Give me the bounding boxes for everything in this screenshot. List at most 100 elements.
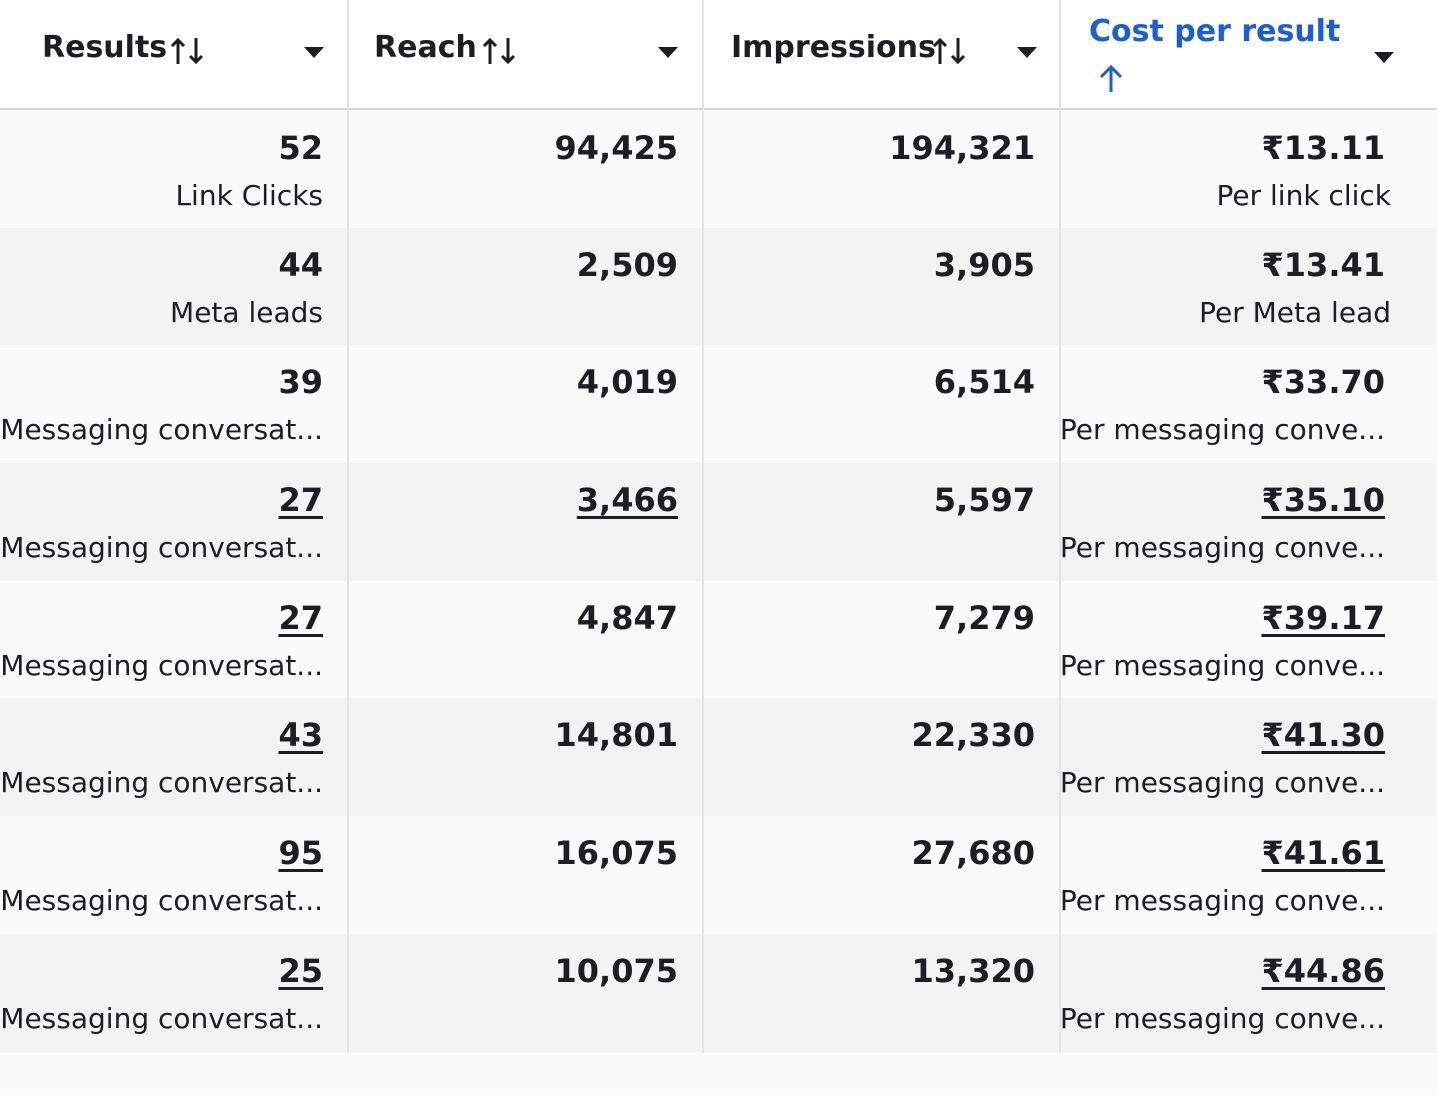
result-type: Meta leads bbox=[170, 296, 323, 329]
result-value: 44 bbox=[278, 246, 323, 284]
cost-type: Per Meta lead bbox=[1199, 296, 1391, 329]
table-cell: 4,847 bbox=[349, 581, 704, 698]
impressions-value: 3,905 bbox=[933, 246, 1035, 284]
reach-value: 16,075 bbox=[554, 834, 678, 872]
table-cell: ₹13.11 Per link click bbox=[1061, 111, 1437, 228]
impressions-value: 194,321 bbox=[889, 129, 1035, 167]
table-row: 27 Messaging conversat... 4,847 7,279 ₹39.17… bbox=[0, 581, 1437, 698]
table-cell: ₹44.86 Per messaging conve... bbox=[1059, 934, 1437, 1053]
cost-type: Per messaging conve... bbox=[1059, 413, 1385, 446]
reach-value: 4,019 bbox=[576, 363, 678, 401]
dropdown-icon[interactable] bbox=[1373, 51, 1395, 65]
header-cell[interactable]: Cost per result bbox=[1061, 0, 1437, 110]
table-row: 27 Messaging conversat... 3,466 5,597 ₹35.10… bbox=[0, 463, 1437, 581]
column-title[interactable]: Results bbox=[42, 30, 168, 65]
result-value: 52 bbox=[278, 129, 323, 167]
table-cell: ₹39.17 Per messaging conve... bbox=[1059, 581, 1437, 698]
table-cell: 27,680 bbox=[704, 816, 1061, 934]
table-cell: 14,801 bbox=[349, 698, 704, 816]
table-cell: 52 Link Clicks bbox=[0, 111, 349, 228]
table-row: 44 Meta leads 2,509 3,905 ₹13.41 Per Meta lea… bbox=[0, 228, 1437, 345]
table-cell: ₹13.41 Per Meta lead bbox=[1061, 228, 1437, 345]
sort-asc-icon[interactable] bbox=[1099, 64, 1123, 94]
reach-value: 4,847 bbox=[576, 599, 678, 637]
reach-value: 2,509 bbox=[576, 246, 678, 284]
result-type: Messaging conversat... bbox=[0, 884, 323, 917]
sort-icon[interactable] bbox=[932, 36, 972, 66]
table-cell: 44 Meta leads bbox=[0, 228, 349, 345]
cost-type: Per messaging conve... bbox=[1059, 649, 1385, 682]
cost-value[interactable]: ₹41.30 bbox=[1261, 716, 1385, 754]
cost-value: ₹13.41 bbox=[1261, 246, 1385, 284]
table-cell: 22,330 bbox=[704, 698, 1061, 816]
table-cell: 16,075 bbox=[349, 816, 704, 934]
table-cell: 13,320 bbox=[704, 934, 1061, 1053]
column-title[interactable]: Impressions bbox=[731, 30, 936, 65]
impressions-value: 5,597 bbox=[933, 481, 1035, 519]
impressions-value: 13,320 bbox=[911, 952, 1035, 990]
table-cell: 43 Messaging conversat... bbox=[0, 698, 349, 816]
result-value[interactable]: 43 bbox=[278, 716, 323, 754]
result-value[interactable]: 27 bbox=[278, 481, 323, 519]
reach-value: 94,425 bbox=[554, 129, 678, 167]
cost-value: ₹33.70 bbox=[1261, 363, 1385, 401]
cost-value[interactable]: ₹35.10 bbox=[1261, 481, 1385, 519]
sort-icon[interactable] bbox=[170, 36, 210, 66]
dropdown-icon[interactable] bbox=[657, 46, 679, 60]
impressions-value: 27,680 bbox=[911, 834, 1035, 872]
table-cell: 5,597 bbox=[704, 463, 1061, 581]
dropdown-icon[interactable] bbox=[1016, 46, 1038, 60]
result-value: 39 bbox=[278, 363, 323, 401]
table-row: 95 Messaging conversat... 16,075 27,680 ₹41.… bbox=[0, 816, 1437, 934]
column-title[interactable]: Cost per result bbox=[1089, 14, 1341, 49]
reach-value: 14,801 bbox=[554, 716, 678, 754]
table-cell: ₹41.61 Per messaging conve... bbox=[1059, 816, 1437, 934]
table-row: 25 Messaging conversat... 10,075 13,320 ₹44.… bbox=[0, 934, 1437, 1053]
result-type: Messaging conversat... bbox=[0, 531, 323, 564]
impressions-value: 7,279 bbox=[933, 599, 1035, 637]
table-cell: 94,425 bbox=[349, 111, 704, 228]
table-cell: 2,509 bbox=[349, 228, 704, 345]
result-value[interactable]: 27 bbox=[278, 599, 323, 637]
cost-type: Per messaging conve... bbox=[1059, 884, 1385, 917]
result-value[interactable]: 25 bbox=[278, 952, 323, 990]
table-cell: ₹33.70 Per messaging conve... bbox=[1059, 345, 1437, 463]
table-cell: 25 Messaging conversat... bbox=[0, 934, 349, 1053]
reach-value[interactable]: 3,466 bbox=[576, 481, 678, 519]
table-cell: 3,466 bbox=[349, 463, 704, 581]
header-cell[interactable]: Reach bbox=[349, 0, 704, 110]
table-cell: ₹41.30 Per messaging conve... bbox=[1059, 698, 1437, 816]
table-cell: 95 Messaging conversat... bbox=[0, 816, 349, 934]
table-cell: 194,321 bbox=[704, 111, 1061, 228]
table-cell: 27 Messaging conversat... bbox=[0, 463, 349, 581]
result-type: Messaging conversat... bbox=[0, 1002, 323, 1035]
cost-value[interactable]: ₹41.61 bbox=[1261, 834, 1385, 872]
cost-type: Per link click bbox=[1216, 179, 1391, 212]
table-cell: 27 Messaging conversat... bbox=[0, 581, 349, 698]
cost-value[interactable]: ₹44.86 bbox=[1261, 952, 1385, 990]
cost-value[interactable]: ₹39.17 bbox=[1261, 599, 1385, 637]
result-type: Messaging conversat... bbox=[0, 649, 323, 682]
sort-icon[interactable] bbox=[482, 36, 522, 66]
table-cell: 6,514 bbox=[704, 345, 1061, 463]
table-cell: 39 Messaging conversat... bbox=[0, 345, 349, 463]
header-cell[interactable]: Results bbox=[0, 0, 349, 110]
result-type: Messaging conversat... bbox=[0, 766, 323, 799]
result-type: Link Clicks bbox=[175, 179, 323, 212]
table-cell: 4,019 bbox=[349, 345, 704, 463]
impressions-value: 6,514 bbox=[933, 363, 1035, 401]
reach-value: 10,075 bbox=[554, 952, 678, 990]
table-cell: 10,075 bbox=[349, 934, 704, 1053]
table-cell: ₹35.10 Per messaging conve... bbox=[1060, 463, 1437, 581]
table-row: 52 Link Clicks 94,425 194,321 ₹13.11 Per link… bbox=[0, 111, 1437, 228]
cost-type: Per messaging conve... bbox=[1059, 766, 1385, 799]
impressions-value: 22,330 bbox=[911, 716, 1035, 754]
table-row: 43 Messaging conversat... 14,801 22,330 ₹41.… bbox=[0, 698, 1437, 816]
cost-type: Per messaging conve... bbox=[1059, 1002, 1385, 1035]
header-cell[interactable]: Impressions bbox=[704, 0, 1061, 110]
table-row: 39 Messaging conversat... 4,019 6,514 ₹33.70… bbox=[0, 345, 1437, 463]
result-value[interactable]: 95 bbox=[278, 834, 323, 872]
column-title[interactable]: Reach bbox=[374, 30, 477, 65]
dropdown-icon[interactable] bbox=[303, 46, 325, 60]
